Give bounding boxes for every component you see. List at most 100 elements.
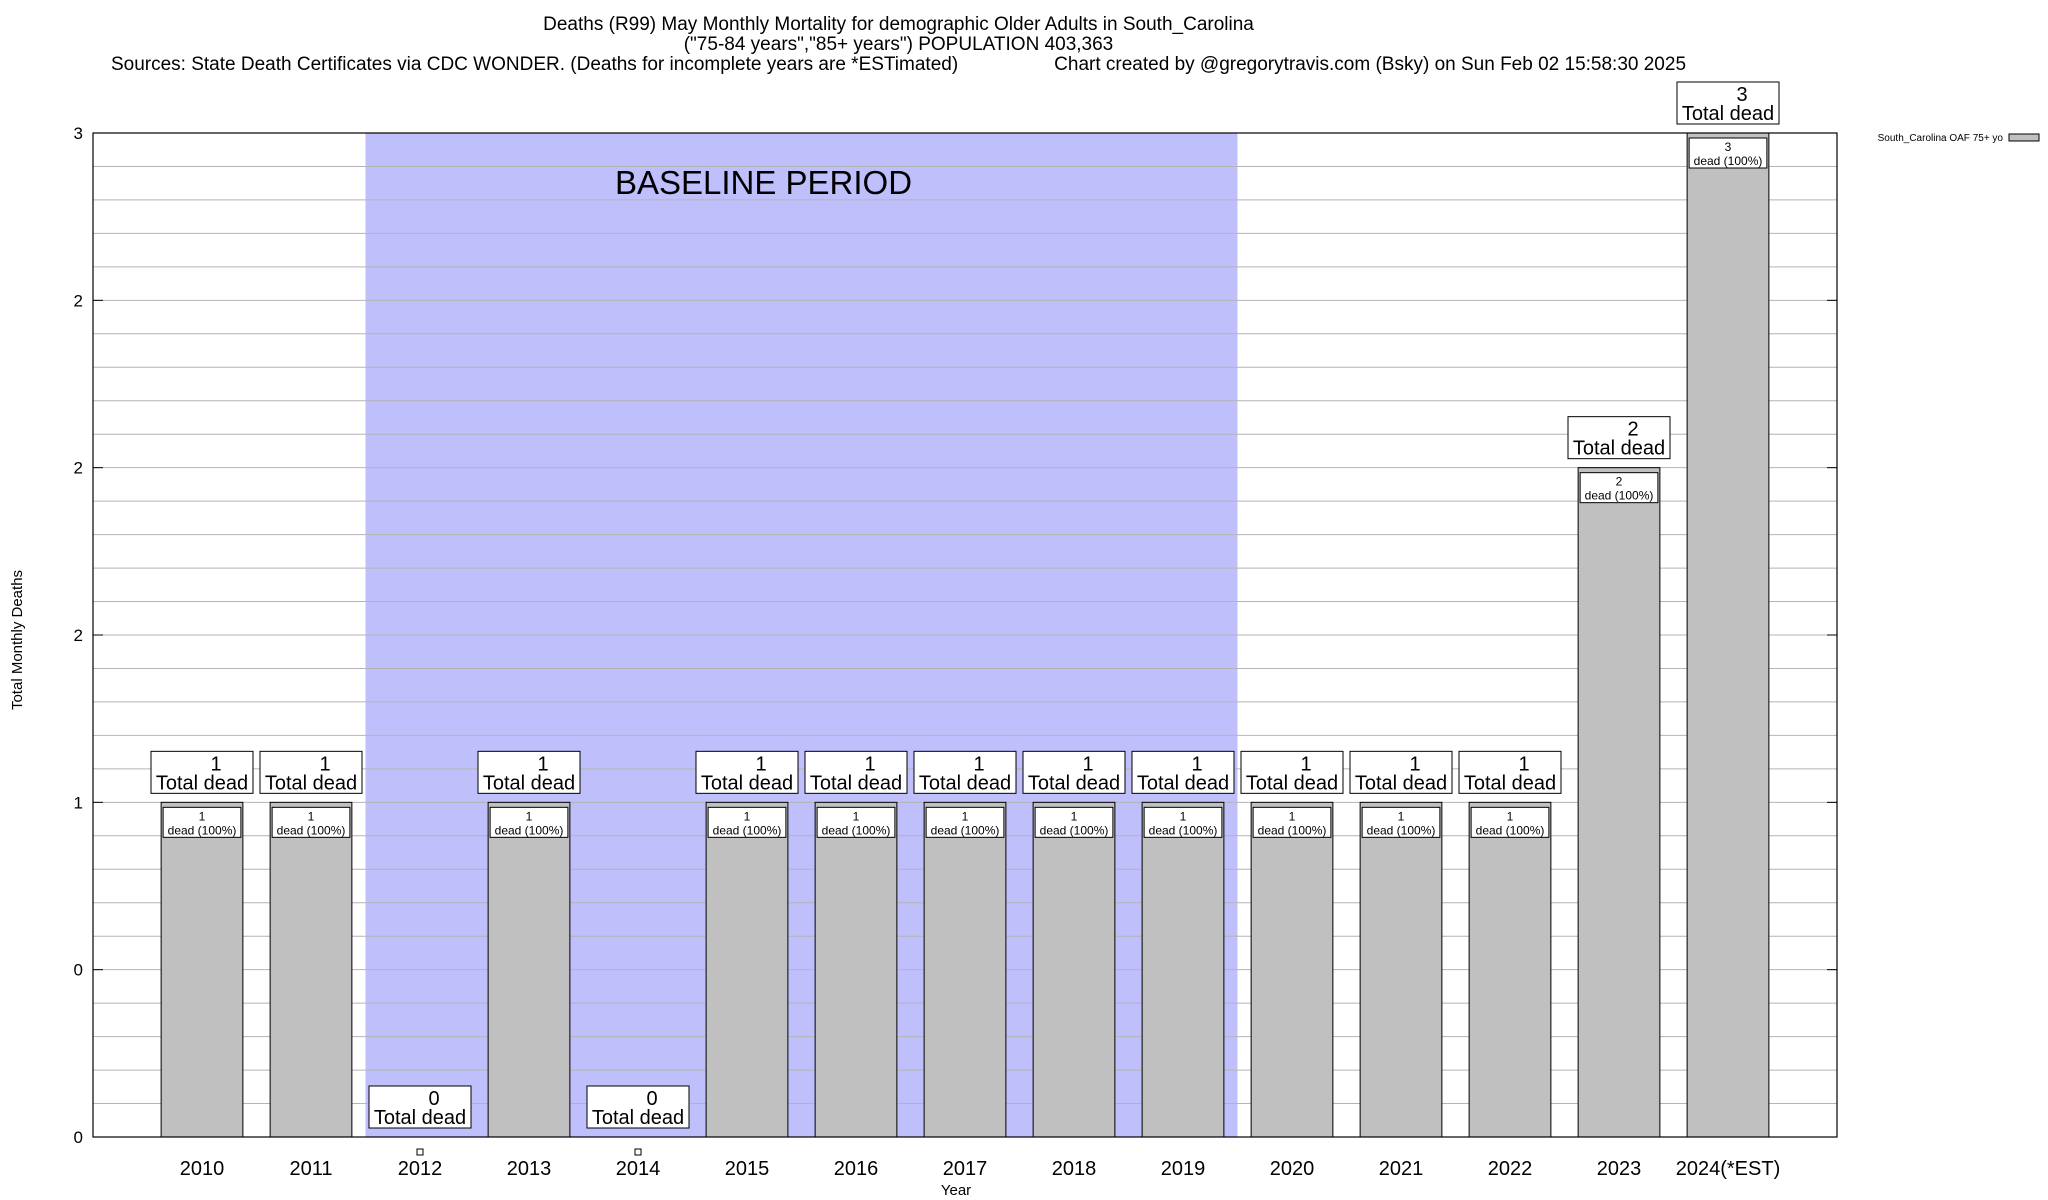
segment-label-count: 1 [1289, 809, 1296, 823]
total-label-text: Total dead [1137, 772, 1229, 794]
x-tick-label: 2024(*EST) [1676, 1158, 1781, 1180]
plot-frame [92, 132, 1838, 1138]
segment-label-text: dead (100%) [1367, 823, 1436, 837]
segment-label-box [489, 806, 569, 838]
x-tick-label: 2020 [1270, 1158, 1315, 1180]
baseline-period-label: BASELINE PERIOD [615, 164, 912, 201]
y-tick-label: 3 [74, 124, 83, 143]
segment-label-box [1034, 806, 1114, 838]
segment-label-box [1470, 806, 1550, 838]
chart-sources: Sources: State Death Certificates via CD… [0, 54, 1797, 75]
segment-label-count: 3 [1725, 140, 1732, 154]
bar [1141, 801, 1225, 1138]
y-tick-label: 2 [74, 459, 83, 478]
credit-text: Chart created by @gregorytravis.com (Bsk… [1054, 54, 1687, 75]
bar [1577, 467, 1661, 1138]
segment-label-count: 1 [526, 809, 533, 823]
x-tick-label: 2011 [289, 1158, 332, 1180]
x-tick-label: 2019 [1161, 1158, 1206, 1180]
total-label-box [477, 750, 581, 794]
zero-marker [634, 1148, 642, 1156]
segment-label-count: 1 [962, 809, 969, 823]
x-tick-label: 2018 [1052, 1158, 1097, 1180]
total-label-text: Total dead [1682, 103, 1774, 125]
bar [1468, 801, 1552, 1138]
segment-label-text: dead (100%) [277, 823, 346, 837]
bar [705, 801, 789, 1138]
total-label-count: 1 [1082, 753, 1093, 775]
total-label-text: Total dead [1028, 772, 1120, 794]
segment-label-count: 2 [1616, 475, 1623, 489]
segment-label-text: dead (100%) [1040, 823, 1109, 837]
bar [1250, 801, 1334, 1138]
x-tick-label: 2015 [725, 1158, 770, 1180]
bar [487, 801, 571, 1138]
segment-label-count: 1 [1398, 809, 1405, 823]
total-label-box [695, 750, 799, 794]
segment-label-text: dead (100%) [1694, 154, 1763, 168]
chart-subtitle: ("75-84 years","85+ years") POPULATION 4… [683, 34, 1114, 55]
total-label-box [586, 1085, 690, 1129]
total-label-count: 2 [1627, 419, 1638, 441]
total-label-text: Total dead [1355, 772, 1447, 794]
total-label-box [1022, 750, 1126, 794]
x-tick-label: 2012 [398, 1158, 443, 1180]
total-label-text: Total dead [156, 772, 248, 794]
total-label-box [150, 750, 254, 794]
segment-label-box [1252, 806, 1332, 838]
total-label-box [1349, 750, 1453, 794]
segment-label-text: dead (100%) [822, 823, 891, 837]
total-label-box [1131, 750, 1235, 794]
chart-title: Deaths (R99) May Monthly Mortality for d… [543, 14, 1254, 35]
total-label-box [1458, 750, 1562, 794]
segment-label-box [271, 806, 351, 838]
bar [269, 801, 353, 1138]
segment-label-box [162, 806, 242, 838]
total-label-box [1676, 81, 1780, 125]
segment-label-box [1579, 472, 1659, 504]
total-label-text: Total dead [1573, 438, 1665, 460]
total-label-count: 1 [1300, 753, 1311, 775]
segment-label-count: 1 [744, 809, 751, 823]
segment-label-text: dead (100%) [1258, 823, 1327, 837]
total-label-box [368, 1085, 472, 1129]
total-label-text: Total dead [810, 772, 902, 794]
segment-label-count: 1 [199, 809, 206, 823]
x-tick-label: 2022 [1488, 1158, 1533, 1180]
segment-label-text: dead (100%) [713, 823, 782, 837]
total-label-count: 1 [210, 753, 221, 775]
x-tick-label: 2010 [180, 1158, 225, 1180]
total-label-text: Total dead [265, 772, 357, 794]
y-tick-label: 2 [74, 626, 83, 645]
total-label-count: 0 [646, 1088, 657, 1110]
segment-label-box [1361, 806, 1441, 838]
segment-label-count: 1 [1507, 809, 1514, 823]
y-tick-label: 2 [74, 291, 83, 310]
sources-text: Sources: State Death Certificates via CD… [110, 54, 959, 75]
bar [1359, 801, 1443, 1138]
total-label-count: 1 [1409, 753, 1420, 775]
x-tick-label: 2016 [834, 1158, 879, 1180]
total-label-count: 1 [1191, 753, 1202, 775]
segment-label-box [925, 806, 1005, 838]
legend-swatch [2008, 133, 2040, 142]
segment-label-text: dead (100%) [1585, 489, 1654, 503]
total-label-count: 1 [1518, 753, 1529, 775]
x-tick-label: 2017 [943, 1158, 988, 1180]
x-tick-label: 2023 [1597, 1158, 1642, 1180]
segment-label-box [707, 806, 787, 838]
y-tick-label: 0 [74, 1128, 83, 1147]
total-label-text: Total dead [1464, 772, 1556, 794]
y-tick-label: 1 [74, 793, 83, 812]
total-label-count: 1 [973, 753, 984, 775]
segment-label-box [1688, 137, 1768, 169]
total-label-count: 0 [428, 1088, 439, 1110]
segment-label-text: dead (100%) [168, 823, 237, 837]
total-label-text: Total dead [483, 772, 575, 794]
total-label-count: 1 [864, 753, 875, 775]
y-axis-label: Total Monthly Deaths [9, 570, 26, 710]
total-label-text: Total dead [374, 1107, 466, 1129]
zero-marker [416, 1148, 424, 1156]
total-label-box [913, 750, 1017, 794]
